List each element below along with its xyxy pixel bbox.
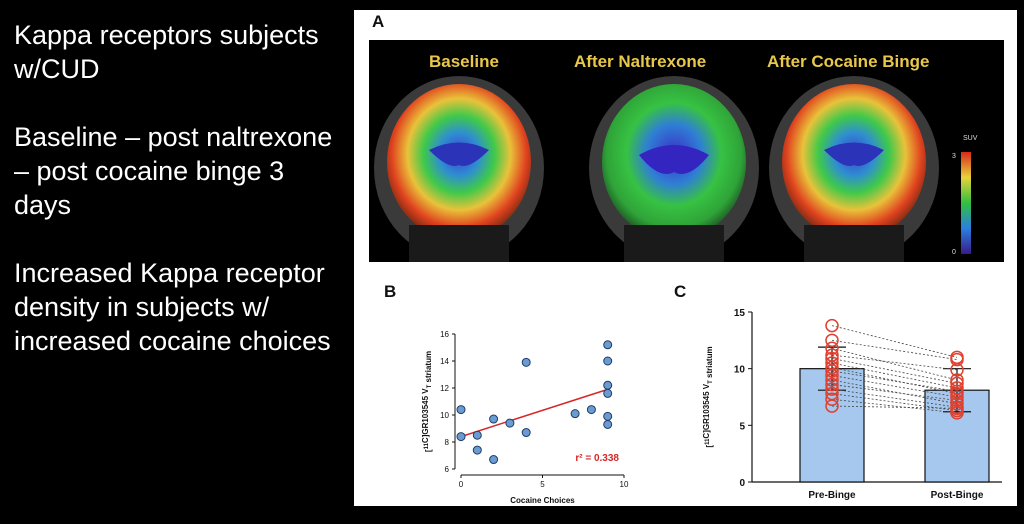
y-tick-label: 10	[440, 411, 449, 420]
scan-after-naltrexone	[589, 76, 759, 262]
r2-annotation: r² = 0.338	[575, 453, 619, 464]
data-point	[472, 430, 482, 440]
pre-point	[825, 377, 839, 392]
pre-point	[825, 382, 839, 396]
pre-point	[825, 364, 839, 378]
pre-point	[825, 399, 839, 413]
pre-point	[825, 368, 839, 383]
data-point	[489, 455, 499, 465]
pair-line	[831, 384, 958, 401]
scatter-chart: 6 8 10 12 14 16 0 5 10 Cocaine Choices [11C]GR1035…	[421, 330, 629, 505]
pair-line	[831, 339, 958, 360]
pre-point	[825, 341, 839, 356]
post-point	[950, 406, 964, 420]
data-point	[472, 445, 482, 455]
data-point	[456, 405, 466, 415]
y-axis-label: [11C]GR103545 VT striatum	[421, 351, 433, 452]
pet-scan-strip: SUV 3 0 Baseline After Naltrexone After …	[369, 40, 1004, 262]
data-point	[603, 419, 613, 429]
x-tick-label: 10	[620, 480, 629, 489]
scan-title-cocaine: After Cocaine Binge	[767, 52, 930, 71]
y-axis-label: [11C]GR103545 VT striatum	[702, 346, 714, 447]
y-tick-label: 12	[440, 384, 449, 393]
panel-c-label: C	[674, 282, 687, 301]
pet-scans-svg: SUV 3 0	[374, 76, 978, 262]
suv-min: 0	[952, 249, 956, 256]
pair-line	[831, 347, 958, 381]
pre-point	[825, 392, 839, 407]
scan-baseline	[374, 76, 544, 262]
data-point	[489, 414, 499, 424]
pre-point	[825, 318, 839, 333]
data-point	[505, 418, 515, 428]
y-tick-label: 5	[739, 421, 745, 432]
suv-colorbar	[961, 152, 971, 254]
pre-point	[825, 373, 839, 387]
pair-line	[831, 370, 958, 392]
y-tick-label: 8	[445, 438, 450, 447]
post-point	[950, 376, 964, 391]
panel-b-label: B	[384, 282, 397, 301]
pair-line	[831, 379, 958, 405]
data-point	[570, 409, 580, 419]
pre-point	[825, 333, 839, 348]
pair-line	[831, 375, 958, 398]
bullet-2: Baseline – post naltrexone – post cocain…	[14, 122, 333, 220]
y-tick-label: 15	[734, 308, 746, 319]
scan-title-baseline: Baseline	[429, 52, 499, 71]
data-point	[603, 340, 613, 350]
post-point	[950, 352, 964, 367]
pair-line	[831, 354, 958, 371]
post-point	[950, 397, 964, 411]
y-tick-label: 16	[440, 330, 449, 339]
data-point	[603, 388, 613, 398]
post-point	[950, 363, 964, 377]
slide-text: Kappa receptors subjects w/CUD Baseline …	[14, 18, 344, 392]
pair-line	[831, 325, 958, 358]
suv-label: SUV	[963, 135, 978, 142]
bullet-3: Increased Kappa receptor density in subj…	[14, 258, 331, 356]
scan-title-naltrexone: After Naltrexone	[574, 52, 707, 71]
suv-max: 3	[952, 153, 956, 160]
pair-line	[831, 405, 958, 409]
figure-panel: A	[354, 10, 1017, 506]
bullet-1: Kappa receptors subjects w/CUD	[14, 20, 319, 84]
bar-chart: 0 5 10 15 [11C]GR103545 VT striatum Pre-Binge…	[702, 308, 1002, 501]
y-tick-label: 6	[445, 465, 450, 474]
pair-line	[831, 388, 958, 408]
x-tick-label: Post-Binge	[931, 490, 984, 501]
pair-line	[831, 362, 958, 389]
x-tick-label: 5	[540, 480, 545, 489]
fit-line	[460, 388, 608, 438]
y-tick-label: 10	[734, 365, 746, 376]
scan-after-cocaine-binge	[769, 76, 939, 262]
data-point	[586, 405, 596, 415]
data-point	[456, 432, 466, 442]
post-point	[950, 401, 964, 416]
data-point	[603, 380, 613, 390]
pair-line	[831, 398, 958, 414]
pair-line	[831, 358, 958, 384]
data-point	[521, 357, 531, 367]
x-tick-label: 0	[459, 480, 464, 489]
data-point	[603, 411, 613, 421]
pair-line	[831, 367, 958, 394]
panel-a-label: A	[372, 12, 385, 31]
data-point	[521, 428, 531, 438]
x-axis-label: Cocaine Choices	[510, 496, 575, 505]
y-tick-label: 14	[440, 357, 449, 366]
y-tick-label: 0	[739, 478, 745, 489]
data-point	[603, 356, 613, 366]
x-tick-label: Pre-Binge	[808, 490, 856, 501]
